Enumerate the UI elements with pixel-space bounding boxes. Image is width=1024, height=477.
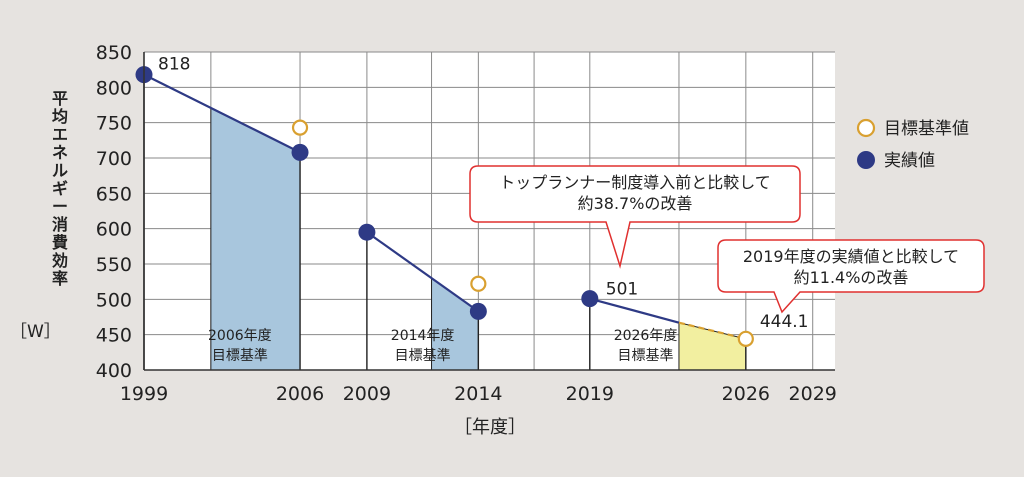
axes xyxy=(143,52,835,371)
y-tick-label: 450 xyxy=(96,325,132,347)
actual-line xyxy=(589,297,680,324)
segment-label: 目標基準 xyxy=(212,347,268,364)
x-axis-label: ［年度］ xyxy=(454,417,526,438)
projection-line xyxy=(678,321,747,340)
target-point xyxy=(291,119,309,136)
legend-label: 目標基準値 xyxy=(884,119,969,139)
x-tick-label: 2026 xyxy=(722,383,770,405)
actual-point xyxy=(291,143,309,161)
target-point xyxy=(470,275,487,292)
segment-label: 目標基準 xyxy=(395,347,451,364)
y-tick-label: 650 xyxy=(96,183,132,205)
value-labels: 818 501 444.1 xyxy=(158,55,809,332)
callout-text: 約11.4%の改善 xyxy=(794,268,909,287)
callout-bubble xyxy=(469,165,801,269)
x-tick-label: 2006 xyxy=(276,383,324,405)
value-label: 444.1 xyxy=(760,312,809,332)
y-tick-label: 700 xyxy=(96,148,132,170)
series-lines xyxy=(143,73,747,340)
x-tick-label: 1999 xyxy=(120,383,168,405)
y-axis-unit: ［W］ xyxy=(10,322,61,342)
x-tick-label: 2014 xyxy=(454,383,502,405)
callout-text: 約38.7%の改善 xyxy=(578,194,693,213)
segment-label: 目標基準 xyxy=(618,347,674,364)
y-tick-label: 850 xyxy=(96,42,132,64)
segment-label: 2014年度 xyxy=(391,328,455,344)
actual-line xyxy=(366,231,479,313)
y-axis-label: 平均エネルギー消費効率 xyxy=(52,89,68,288)
y-tick-label: 800 xyxy=(96,77,132,99)
callout-text: トップランナー制度導入前と比較して xyxy=(499,173,771,192)
y-tick-label: 750 xyxy=(96,113,132,135)
actual-line xyxy=(143,73,301,154)
tick-labels: 400 450 500 550 600 650 700 750 800 850 1999 2006 20… xyxy=(96,42,837,405)
target-point xyxy=(737,330,754,347)
callout-text: 2019年度の実績値と比較して xyxy=(743,247,959,266)
segment-label: 2026年度 xyxy=(614,328,678,344)
callout-bubble xyxy=(717,239,985,314)
x-tick-label: 2009 xyxy=(343,383,391,405)
y-tick-label: 400 xyxy=(96,360,132,382)
y-tick-label: 500 xyxy=(96,289,132,311)
x-tick-label: 2019 xyxy=(566,383,614,405)
legend-marker xyxy=(857,151,875,169)
legend-label: 実績値 xyxy=(884,151,935,171)
callouts: トップランナー制度導入前と比較して約38.7%の改善2019年度の実績値と比較し… xyxy=(469,165,985,314)
x-tick-label: 2029 xyxy=(789,383,837,405)
legend-marker xyxy=(856,118,876,138)
y-tick-label: 550 xyxy=(96,254,132,276)
segment-label: 2006年度 xyxy=(208,328,272,344)
value-label: 501 xyxy=(606,280,638,300)
y-tick-label: 600 xyxy=(96,219,132,241)
actual-point xyxy=(581,290,599,308)
value-label: 818 xyxy=(158,55,190,75)
actual-point xyxy=(358,223,376,241)
actual-point xyxy=(469,302,487,320)
shaded-areas xyxy=(210,107,747,371)
data-markers xyxy=(135,66,754,347)
